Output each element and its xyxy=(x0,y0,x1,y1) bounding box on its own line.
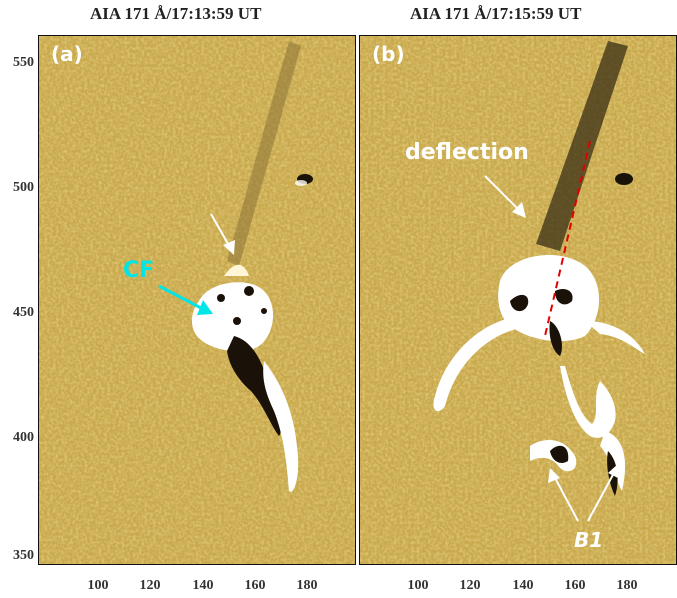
panel-a-image: (a) CF xyxy=(38,35,356,565)
panel-a-drawing xyxy=(39,36,355,564)
x-tick: 160 xyxy=(244,578,266,593)
panel-a-label: (a) xyxy=(51,42,83,66)
cf-annotation: CF xyxy=(123,258,155,283)
panel-b-title: AIA 171 Å/17:15:59 UT xyxy=(410,4,582,23)
y-tick: 500 xyxy=(13,180,34,195)
panel-b-drawing xyxy=(360,36,676,564)
x-tick: 120 xyxy=(459,578,481,593)
panel-b-label: (b) xyxy=(372,42,405,66)
panel-a-title: AIA 171 Å/17:13:59 UT xyxy=(90,4,262,23)
x-tick: 100 xyxy=(407,578,429,593)
x-tick: 140 xyxy=(512,578,534,593)
x-tick: 180 xyxy=(296,578,318,593)
panel-b-image: (b) deflection B1 xyxy=(359,35,677,565)
x-tick: 120 xyxy=(139,578,161,593)
x-tick: 100 xyxy=(87,578,109,593)
y-tick: 400 xyxy=(13,430,34,445)
y-tick: 350 xyxy=(13,548,34,563)
y-tick: 450 xyxy=(13,305,34,320)
x-tick: 180 xyxy=(616,578,638,593)
x-tick: 160 xyxy=(564,578,586,593)
deflection-annotation: deflection xyxy=(405,140,529,165)
b1-annotation: B1 xyxy=(574,528,604,552)
y-tick: 550 xyxy=(13,55,34,70)
x-tick: 140 xyxy=(192,578,214,593)
